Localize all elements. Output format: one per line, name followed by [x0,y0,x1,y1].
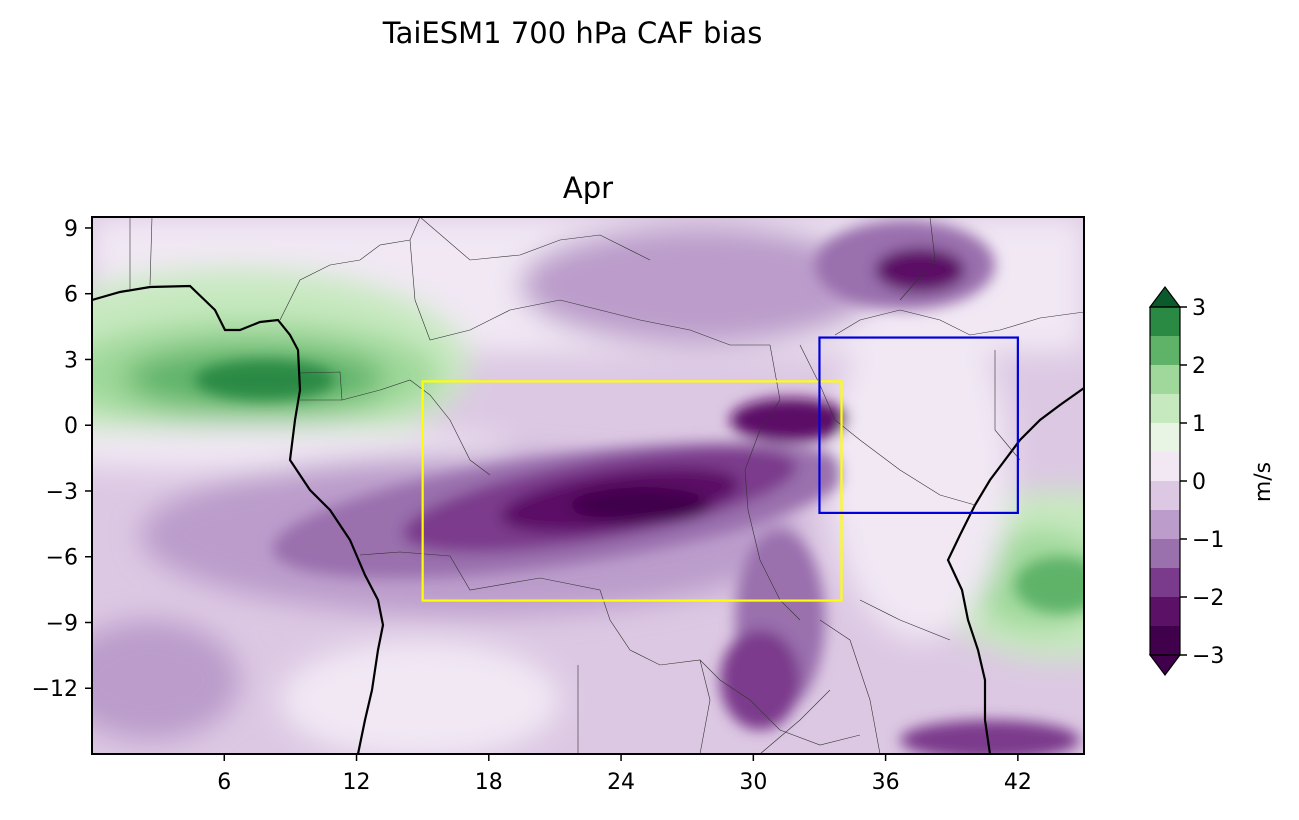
y-tick-label: −6 [46,546,78,571]
colorbar-segment [1150,365,1180,394]
x-tick-label: 42 [1004,770,1032,795]
field-south-dark [720,630,800,730]
field-purple-min [570,487,710,523]
chart-title: Apr [563,171,613,205]
colorbar-segment [1150,336,1180,365]
field-southwest-purple [92,620,240,740]
colorbar-segment [1150,568,1180,597]
x-tick-label: 36 [872,770,900,795]
colorbar-segment [1150,481,1180,510]
y-tick-label: 9 [64,217,78,242]
colorbar-tick-label: −1 [1192,528,1224,553]
colorbar-tick-label: 2 [1192,354,1206,379]
x-tick-label: 12 [343,770,371,795]
y-tick-label: 6 [64,283,78,308]
region-box-blue [818,336,1019,514]
colorbar-segment [1150,423,1180,452]
y-tick-label: −9 [46,611,78,636]
coastline-east [946,387,1084,754]
colorbar-segment [1150,394,1180,423]
y-tick-label: 0 [64,414,78,439]
colorbar-segment [1150,307,1180,336]
field-green-core [195,360,335,400]
colorbar-tick-label: −3 [1192,644,1224,669]
colorbar-extend-min [1148,654,1182,676]
field-southeast-purple [900,720,1080,754]
bias-field [92,217,1084,754]
figure-title: TaiESM1 700 hPa CAF bias [382,16,763,50]
colorbar-tick-label: 1 [1192,412,1206,437]
colorbar-extend-max [1148,286,1182,308]
colorbar: 3 2 1 0 −1 −2 −3 [1148,286,1224,676]
colorbar-segment [1150,510,1180,539]
colorbar-tick-label: 3 [1192,296,1206,321]
x-tick-label: 24 [607,770,635,795]
colorbar-segment [1150,539,1180,568]
field-south-light [280,640,560,754]
colorbar-label: m/s [1251,462,1276,502]
field-east-light [830,300,1010,640]
y-tick-label: −3 [46,480,78,505]
colorbar-segment [1150,626,1180,655]
field-north-purple [520,225,880,345]
field-lakes-dark [730,398,850,442]
x-tick-label: 6 [217,770,231,795]
y-tick-label: −12 [32,677,78,702]
x-tick-label: 18 [475,770,503,795]
field-east-green-inner [1015,557,1084,613]
map-frame [91,216,1085,755]
y-tick-label: 3 [64,348,78,373]
region-box-yellow [421,380,843,602]
colorbar-segment [1150,452,1180,481]
colorbar-tick-label: 0 [1192,470,1206,495]
colorbar-segment [1150,597,1180,626]
colorbar-tick-label: −2 [1192,586,1224,611]
x-tick-label: 30 [739,770,767,795]
field-rift-light [840,390,920,530]
x-axis: 6 12 18 24 30 36 42 [217,754,1032,795]
country-borders [129,217,1084,754]
field-highlands-dark [875,248,965,292]
coastline-west [92,284,385,754]
y-axis: 9 6 3 0 −3 −6 −9 −12 [32,217,92,702]
